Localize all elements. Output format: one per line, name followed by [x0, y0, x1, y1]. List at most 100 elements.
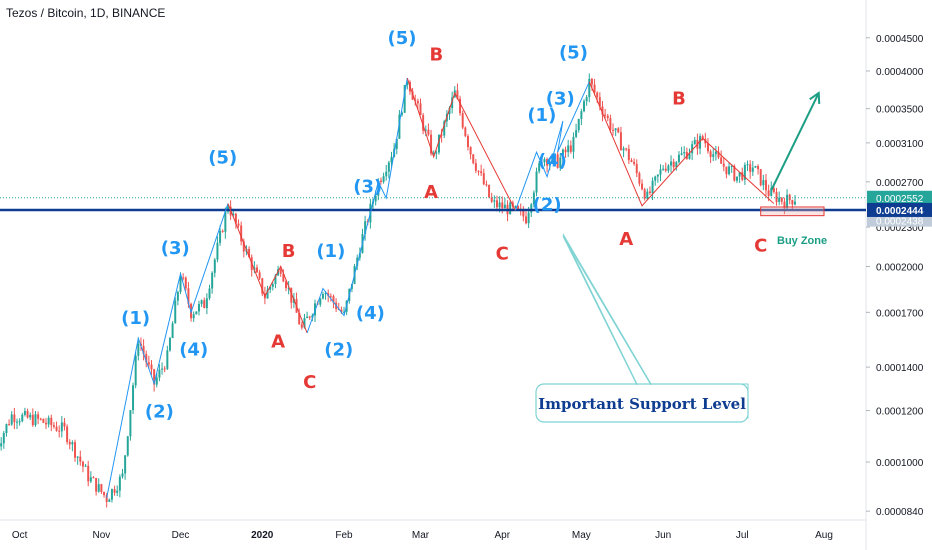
- wave-label: (4): [356, 303, 385, 324]
- candle-body: [430, 134, 433, 154]
- candle-body: [45, 422, 48, 425]
- candle-body: [403, 85, 406, 113]
- x-tick-label: Aug: [815, 530, 833, 541]
- candle-body: [271, 284, 274, 287]
- candle-body: [612, 129, 615, 131]
- y-tick-label: 0.0002300: [876, 223, 924, 234]
- projection-arrowhead: [809, 91, 821, 105]
- candle-body: [208, 288, 211, 299]
- wave-label: B: [282, 241, 296, 262]
- candle-body: [364, 221, 367, 235]
- candle-body: [26, 410, 29, 418]
- candle-body: [677, 154, 680, 163]
- x-tick-label: Mar: [412, 530, 430, 541]
- candle-body: [23, 410, 26, 415]
- candle-body: [329, 295, 332, 297]
- wave-label: C: [754, 235, 767, 256]
- candle-body: [332, 296, 335, 303]
- candle-body: [759, 169, 762, 186]
- candle-body: [509, 202, 512, 215]
- candle-body: [772, 188, 775, 193]
- candle-body: [709, 151, 712, 157]
- x-tick-label: Oct: [12, 530, 28, 541]
- candle-body: [627, 149, 630, 161]
- candle-body: [503, 204, 506, 209]
- candle-body: [155, 377, 158, 385]
- candle-body: [42, 418, 45, 423]
- candle-body: [197, 304, 200, 312]
- candle-body: [791, 200, 794, 205]
- candle-body: [448, 108, 451, 115]
- candle-body: [266, 289, 269, 299]
- candle-body: [126, 436, 129, 456]
- candle-body: [285, 281, 287, 289]
- candle-body: [474, 163, 477, 171]
- candle-body: [488, 184, 491, 198]
- candle-body: [192, 314, 195, 319]
- last-price-tag: [867, 190, 932, 205]
- y-tick-label: 0.0002700: [876, 178, 924, 189]
- wave-label: (5): [208, 148, 237, 169]
- candle-body: [770, 188, 773, 196]
- correction-wave-1: [227, 203, 308, 334]
- candle-body: [683, 151, 686, 154]
- candle-body: [577, 118, 580, 131]
- candle-body: [356, 257, 359, 267]
- candle-body: [8, 424, 11, 426]
- candle-body: [675, 162, 678, 168]
- candle-body: [379, 180, 382, 182]
- candle-body: [63, 422, 66, 427]
- candle-body: [451, 97, 454, 109]
- candle-body: [432, 152, 435, 154]
- candle-body: [427, 129, 430, 135]
- candle-body: [121, 473, 124, 477]
- wave-label: C: [303, 372, 316, 393]
- candle-body: [248, 248, 251, 258]
- candle-body: [535, 171, 538, 193]
- candle-body: [749, 164, 752, 172]
- candle-body: [145, 354, 148, 363]
- candle-body: [419, 103, 422, 116]
- candle-body: [411, 91, 414, 100]
- candle-body: [92, 477, 95, 479]
- y-tick-label: 0.0004000: [876, 67, 924, 78]
- candle-body: [290, 287, 293, 303]
- wave-label: B: [429, 45, 443, 66]
- candle-body: [437, 134, 440, 153]
- candle-body: [712, 154, 715, 157]
- candle-body: [95, 478, 98, 492]
- candle-body: [477, 170, 480, 172]
- candle-body: [58, 430, 61, 432]
- chart-title: Tezos / Bitcoin, 1D, BINANCE: [6, 6, 166, 20]
- candle-body: [619, 132, 622, 151]
- candle-body: [205, 298, 208, 309]
- candle-body: [662, 168, 665, 170]
- candle-body: [161, 368, 164, 370]
- candle-body: [134, 355, 137, 386]
- candle-body: [319, 298, 322, 305]
- candle-body: [55, 426, 58, 431]
- candle-body: [50, 417, 53, 426]
- buy-zone-box: [760, 206, 825, 217]
- candle-body: [714, 151, 717, 155]
- wave-label: (1): [121, 308, 150, 329]
- candle-body: [269, 286, 272, 290]
- candle-body: [672, 161, 675, 168]
- candle-body: [187, 288, 190, 304]
- y-tick-label: 0.0004500: [876, 34, 924, 45]
- y-tick-label: 0.0001000: [876, 458, 924, 469]
- candle-body: [699, 136, 702, 149]
- callout-text: Important Support Level: [538, 395, 746, 413]
- candle-body: [84, 465, 87, 467]
- hidden-price-tag: [867, 214, 932, 227]
- candle-body: [105, 495, 108, 502]
- wave-label: (5): [388, 28, 417, 49]
- candle-body: [103, 491, 106, 496]
- candle-body: [200, 300, 203, 305]
- wave-label: (2): [145, 402, 174, 423]
- candle-body: [13, 414, 16, 423]
- candle-body: [461, 113, 464, 128]
- wave-label: (2): [324, 339, 353, 360]
- candle-body: [390, 156, 393, 163]
